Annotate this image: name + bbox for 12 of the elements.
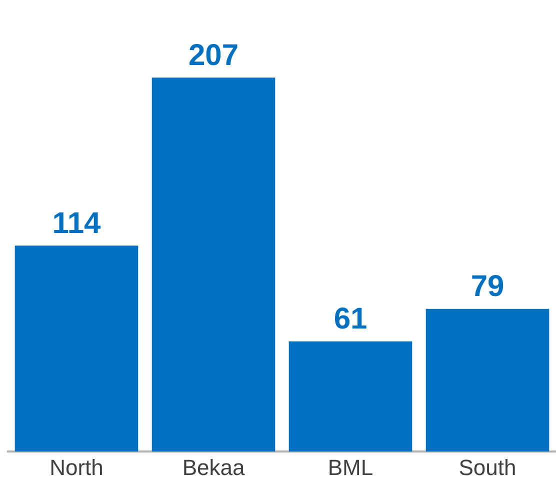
data-label: 114: [52, 206, 102, 240]
data-label: 207: [188, 38, 239, 72]
x-tick-label: BML: [328, 454, 374, 480]
bar: [152, 78, 276, 452]
data-label: 61: [334, 302, 368, 336]
bar: [426, 308, 550, 452]
data-label: 79: [470, 270, 504, 304]
x-tick-label: South: [458, 454, 516, 480]
x-tick-label: Bekaa: [182, 454, 246, 480]
bar: [14, 246, 138, 452]
x-tick-label: North: [50, 454, 104, 480]
bar: [288, 341, 412, 452]
